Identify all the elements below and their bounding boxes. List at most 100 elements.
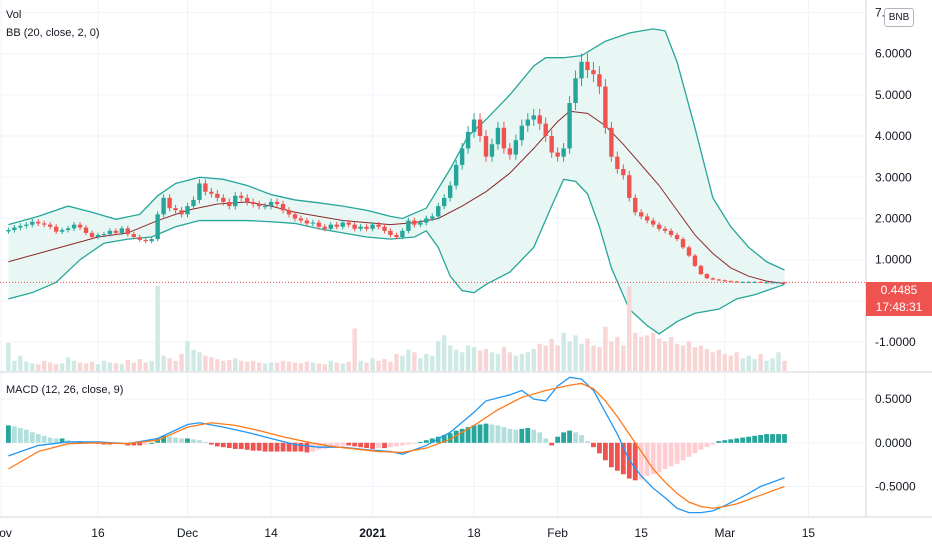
candle-body [89,232,95,238]
volume-bar [621,345,626,371]
volume-bar [203,355,208,371]
volume-bar [298,363,304,371]
volume-bar [346,361,351,371]
symbol-badge[interactable]: BNB [884,8,914,27]
candle-body [424,218,429,223]
candle-body [274,201,280,205]
candle-body [513,140,519,155]
bollinger-bands [8,28,785,335]
candle-body [107,230,113,235]
candle-body [191,199,196,207]
candle-body [698,265,704,275]
volume-bar [459,352,465,371]
candle-body [603,86,608,128]
volume-bar [304,361,310,371]
volume-bar [95,364,101,371]
volume-bar [430,355,435,371]
candle-body [364,226,369,229]
volume-bar [107,362,113,371]
candle-body [119,228,125,233]
macd-histogram-bar [334,442,340,447]
macd-histogram-bar [782,434,787,443]
macd-line [8,376,785,514]
volume-bar [179,354,184,371]
macd-histogram-bar [704,442,710,448]
legend-macd[interactable]: MACD (12, 26, close, 9) [6,384,124,396]
candle-body [53,226,59,232]
macd-histogram-bar [513,429,519,443]
volume-bar [495,354,501,371]
volume-bar [442,335,447,371]
macd-histogram-bar [358,442,364,448]
volume-bar [268,362,274,371]
volume-bar [256,362,262,371]
volume-bar [113,363,119,371]
macd-histogram-bar [734,438,740,443]
candle-body [161,197,166,215]
volume-bar [447,345,453,371]
candle-body [256,204,262,207]
volume-bar [125,359,130,371]
candle-body [561,148,566,157]
candle-body [418,222,423,225]
last-price-countdown: 17:48:31 [875,300,923,314]
candle-body [680,239,686,248]
volume-bar [543,345,548,371]
macd-histogram-bar [698,442,704,450]
macd-histogram-bar [35,434,41,443]
price-tick-label: -1.0000 [875,335,916,349]
macd-histogram-bar [441,434,447,443]
candle-body [394,234,399,238]
candle-body [764,282,769,284]
candle-body [286,210,292,215]
volume-bars [6,286,787,371]
macd-histogram-bar [388,442,393,448]
candle-body [573,78,578,104]
volume-bar [639,337,644,371]
volume-bar [698,345,704,371]
macd-histogram-bar [501,427,507,443]
macd-histogram-bar [17,427,23,443]
volume-bar [489,352,495,371]
candle-body [447,185,453,198]
macd-histogram-bar [23,429,29,443]
volume-bar [650,332,656,371]
candle-body [633,197,638,213]
macd-histogram-bar [411,442,417,444]
macd-histogram-bar [226,442,232,449]
macd-histogram-bar [447,433,453,443]
macd-histogram-bar [167,436,172,443]
volume-bar [328,360,333,371]
candle-body [662,228,668,231]
volume-bar [662,341,668,371]
macd-histogram-bar [549,442,555,446]
macd-histogram-bar [346,442,352,446]
legend-vol[interactable]: Vol [6,9,22,21]
macd-histogram-bar [191,439,196,443]
volume-bar [782,360,787,371]
candle-body [167,197,172,209]
candle-body [495,127,501,145]
volume-bar [471,347,477,371]
volume-bar [597,347,602,371]
volume-bar [412,352,417,371]
volume-bar [579,343,584,371]
candle-body [316,222,322,227]
volume-bar [525,352,530,371]
candle-body [746,281,751,283]
candle-body [770,282,775,284]
macd-histogram-bar [740,437,746,443]
macd-histogram-bar [722,440,728,443]
candle-body [686,247,692,256]
macd-histogram-bar [597,442,602,454]
macd-histogram-bar [573,432,578,443]
volume-bar [424,354,429,371]
bb-lower-line [8,178,785,335]
volume-bar [418,358,423,371]
legend-bb[interactable]: BB (20, close, 2, 0) [6,27,100,39]
time-tick-label: Mar [714,526,735,540]
macd-histogram-bar [274,442,280,452]
volume-bar [221,360,226,371]
volume-bar [549,338,554,371]
macd-histogram-bar [11,426,17,443]
